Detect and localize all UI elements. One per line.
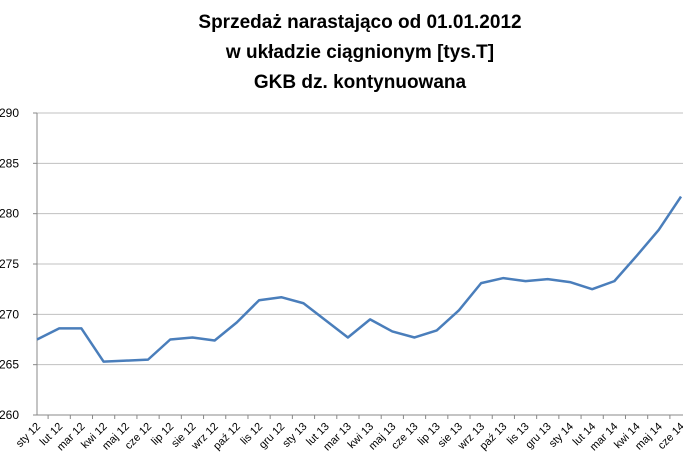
- y-tick-label: 290: [0, 106, 19, 120]
- y-tick-label: 285: [0, 156, 19, 170]
- chart-title: w układzie ciągnionym [tys.T]: [225, 42, 494, 63]
- y-tick-label: 275: [0, 257, 19, 271]
- x-tick-label: sty 13: [280, 421, 309, 450]
- y-tick-label: 270: [0, 307, 19, 321]
- chart-title: Sprzedaż narastająco od 01.01.2012: [198, 12, 521, 33]
- x-tick-label: gru 13: [523, 421, 554, 452]
- y-tick-label: 260: [0, 408, 19, 422]
- x-tick-label: gru 12: [257, 421, 288, 452]
- y-tick-label: 265: [0, 358, 19, 372]
- x-tick-label: sty 14: [547, 421, 576, 450]
- data-line: [36, 195, 683, 363]
- y-tick-label: 280: [0, 207, 19, 221]
- chart-title: GKB dz. kontynuowana: [254, 72, 467, 93]
- x-tick-label: sty 12: [14, 421, 43, 450]
